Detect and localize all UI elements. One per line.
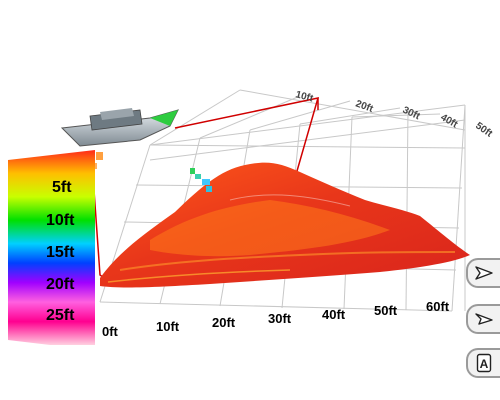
x-axis-tick: 50ft	[374, 303, 398, 318]
depth-label: 20ft	[46, 276, 75, 293]
boat-icon	[60, 108, 179, 147]
depth-color-scale	[8, 150, 95, 345]
depth-scale-labels: 5ft 10ft 15ft 20ft 25ft	[46, 179, 75, 324]
north-up-icon: A	[476, 353, 492, 373]
depth-label: 5ft	[52, 179, 72, 196]
x-axis-tick: 0ft	[102, 324, 119, 339]
pan-arrow-icon	[475, 266, 493, 280]
depth-label: 15ft	[46, 244, 75, 261]
far-axis-tick: 40ft	[439, 112, 460, 131]
x-axis-labels: 0ft 10ft 20ft 30ft 40ft 50ft 60ft	[102, 299, 450, 339]
pan-view-button[interactable]	[466, 258, 500, 288]
sonar-surface	[100, 162, 470, 288]
tilt-view-button[interactable]	[466, 304, 500, 334]
north-up-label: A	[480, 357, 489, 371]
x-axis-tick: 30ft	[268, 311, 292, 326]
x-axis-tick: 20ft	[212, 315, 236, 330]
north-up-button[interactable]: A	[466, 348, 500, 378]
x-axis-tick: 10ft	[156, 319, 180, 334]
depth-label: 25ft	[46, 307, 75, 324]
x-axis-tick: 60ft	[426, 299, 450, 314]
depth-label: 10ft	[46, 212, 75, 229]
far-axis-tick: 10ft	[294, 89, 315, 104]
far-axis-tick: 50ft	[473, 120, 494, 140]
far-axis-tick: 30ft	[401, 105, 422, 123]
tilt-arrow-icon	[475, 313, 493, 325]
x-axis-tick: 40ft	[322, 307, 346, 322]
